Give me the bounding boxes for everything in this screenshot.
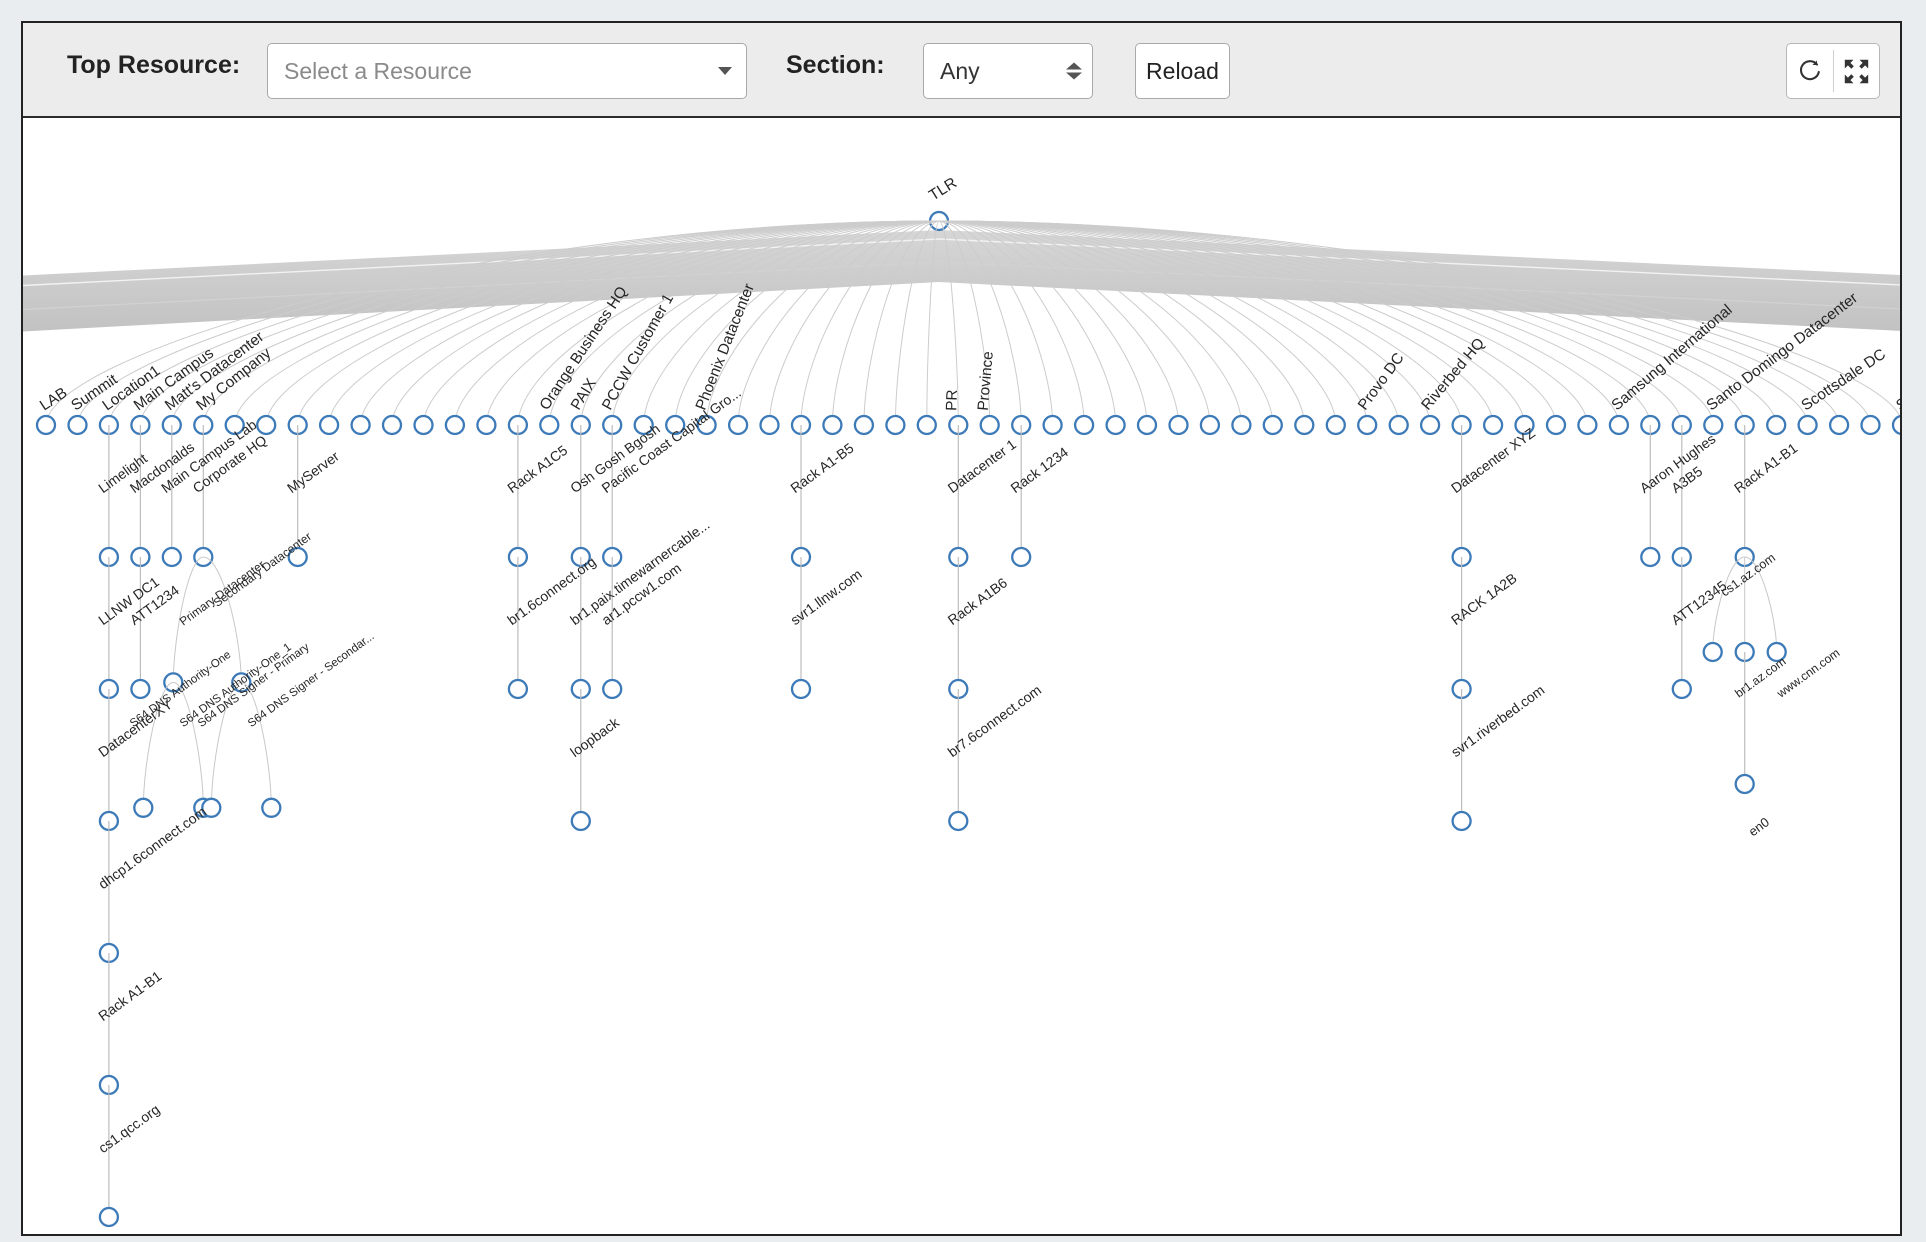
svg-text:LAB: LAB: [37, 384, 71, 414]
svg-text:TLR: TLR: [926, 174, 960, 204]
svg-text:Scottsdale DC: Scottsdale DC: [1798, 346, 1889, 415]
svg-text:Rack A1B6: Rack A1B6: [945, 574, 1011, 628]
svg-text:Rack A1C5: Rack A1C5: [504, 442, 570, 496]
svg-text:Secondary Datacenter: Secondary Datacenter: [211, 529, 314, 609]
svg-text:Provo DC: Provo DC: [1355, 350, 1408, 414]
svg-text:RACK 1A2B: RACK 1A2B: [1448, 570, 1520, 628]
svg-text:Rack A1-B1: Rack A1-B1: [95, 968, 164, 1025]
svg-text:en0: en0: [1746, 814, 1772, 839]
svg-text:cs1.qcc.org: cs1.qcc.org: [95, 1101, 162, 1156]
svg-text:Riverbed HQ: Riverbed HQ: [1418, 335, 1488, 414]
svg-text:Rack A1-B5: Rack A1-B5: [787, 440, 856, 497]
svg-text:Rack A1-B1: Rack A1-B1: [1731, 440, 1800, 497]
svg-text:Datacenter 1: Datacenter 1: [945, 436, 1019, 496]
svg-text:loopback: loopback: [567, 714, 623, 760]
svg-text:Rack 1234: Rack 1234: [1008, 444, 1072, 496]
svg-text:PAIX: PAIX: [568, 375, 600, 413]
svg-text:svr1.llnw.com: svr1.llnw.com: [787, 566, 864, 628]
svg-text:Pacific Coast Capital Gro...: Pacific Coast Capital Gro...: [599, 384, 744, 496]
svg-text:Province: Province: [975, 351, 997, 412]
svg-text:ATT12345: ATT12345: [1668, 577, 1730, 628]
svg-text:PR: PR: [943, 389, 961, 411]
svg-text:MyServer: MyServer: [284, 448, 342, 496]
